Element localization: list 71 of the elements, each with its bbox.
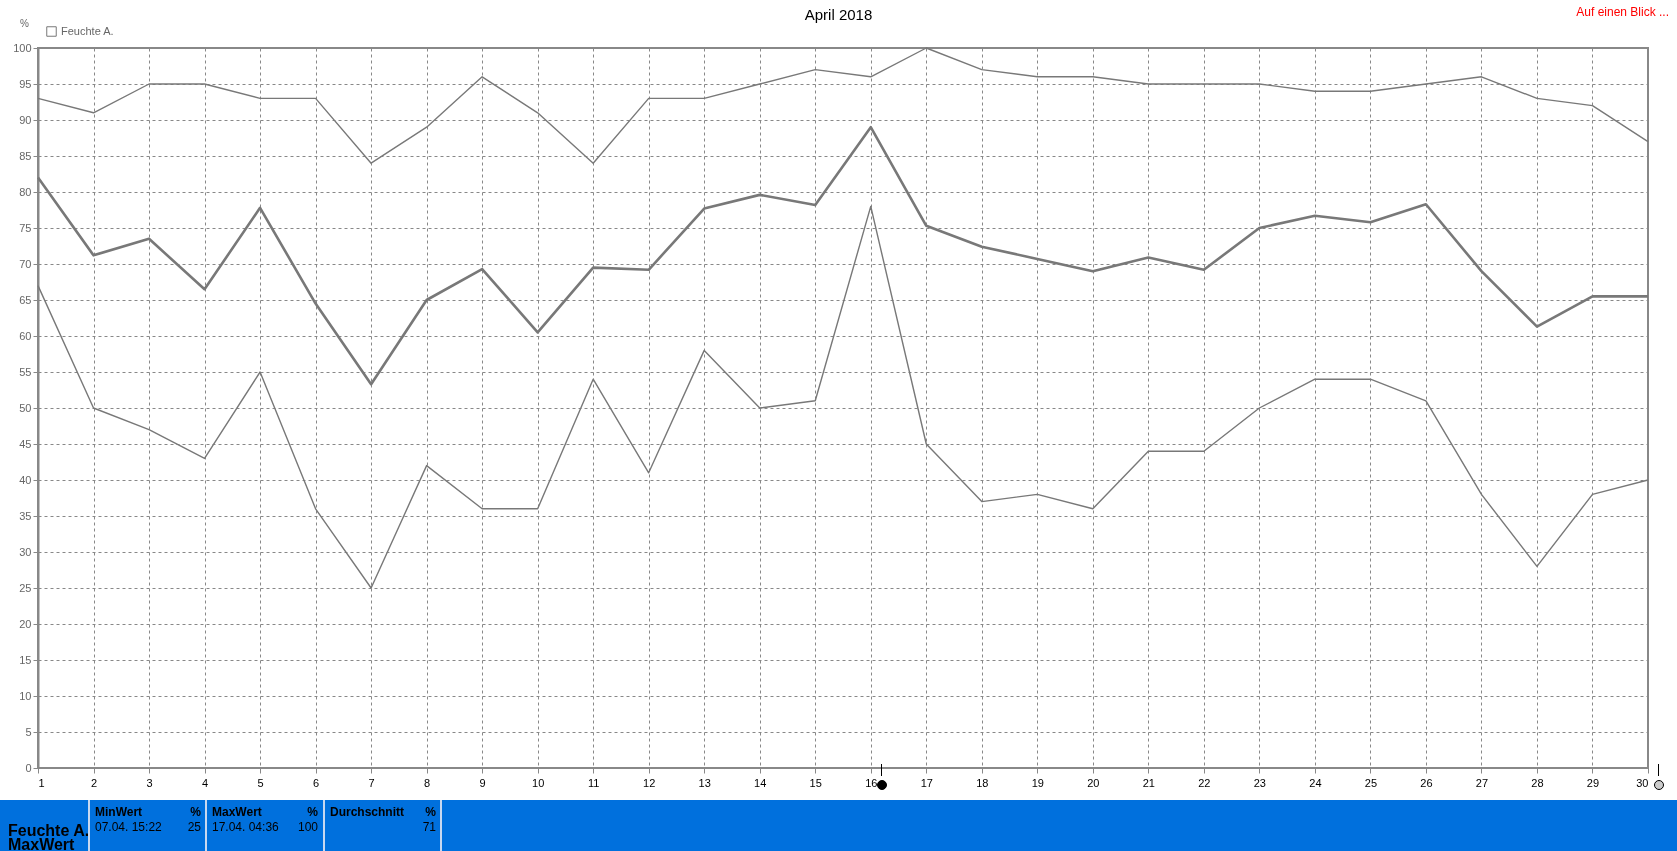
x-tick-label: 7	[368, 776, 375, 789]
y-tick-label: 80	[19, 185, 32, 198]
x-tick-label: 6	[313, 776, 320, 789]
y-tick-label: 85	[19, 149, 32, 162]
y-tick-label: 25	[19, 581, 32, 594]
x-tick-label: 8	[424, 776, 431, 789]
text: 07.04. 15:22	[95, 820, 162, 834]
text: 100	[297, 820, 318, 834]
x-tick-label: 16	[865, 776, 878, 789]
x-tick-label: 28	[1531, 776, 1544, 789]
text: %	[190, 805, 201, 819]
text: 17.04. 04:36	[212, 820, 279, 834]
x-tick-label: 2	[90, 776, 98, 789]
text: MaxWert	[8, 836, 75, 851]
text: Durchschnitt	[330, 805, 405, 819]
y-tick-label: 0	[25, 761, 32, 774]
line-series	[36, 125, 1650, 386]
y-tick-label: 15	[19, 653, 32, 666]
y-tick-label: 30	[19, 545, 32, 558]
x-tick-label: 1	[38, 776, 45, 789]
x-tick-label: 12	[643, 776, 656, 789]
y-tick-label: 70	[19, 257, 32, 270]
x-tick-label: 22	[1198, 776, 1211, 789]
y-tick-label: 65	[19, 293, 32, 306]
y-tick-label: 95	[19, 77, 32, 90]
x-tick-label: 3	[146, 776, 153, 789]
x-tick-label: 24	[1309, 776, 1322, 789]
y-tick-label: 55	[19, 365, 32, 378]
text: %	[425, 805, 436, 819]
chart-title: April 2018	[804, 6, 873, 23]
text: %	[307, 805, 318, 819]
y-tick-label: 100	[13, 41, 32, 54]
x-tick-label: 29	[1586, 776, 1600, 789]
x-tick-label: 9	[479, 776, 486, 789]
x-tick-label: 21	[1142, 776, 1155, 789]
x-tick-label: 13	[698, 776, 711, 789]
y-axis-title: %	[20, 17, 30, 29]
x-tick-label: 11	[587, 776, 600, 789]
y-tick-label: 10	[19, 689, 32, 702]
line-series	[37, 47, 1649, 164]
text: MinWert	[95, 805, 143, 819]
x-tick-label: 23	[1253, 776, 1266, 789]
y-tick-label: 75	[19, 221, 32, 234]
y-tick-label: 60	[19, 329, 32, 342]
x-tick-label: 17	[920, 776, 933, 789]
x-tick-label: 20	[1087, 776, 1100, 789]
text: 25	[187, 820, 201, 834]
y-tick-label: 50	[19, 401, 32, 414]
x-tick-label: 25	[1364, 776, 1378, 789]
x-tick-label: 18	[976, 776, 989, 789]
x-tick-label: 10	[532, 776, 545, 789]
text: MaxWert	[212, 805, 262, 819]
y-tick-label: 40	[19, 473, 32, 486]
legend-label: Feuchte A.	[61, 24, 114, 37]
y-tick-label: 90	[19, 113, 32, 126]
y-tick-label: 45	[19, 437, 32, 450]
x-tick-label: 14	[754, 776, 767, 789]
y-tick-label: 5	[25, 725, 32, 738]
x-tick-label: 30	[1636, 776, 1649, 789]
y-tick-label: 20	[19, 617, 32, 630]
x-tick-label: 27	[1475, 776, 1489, 789]
x-tick-label: 15	[809, 776, 822, 789]
x-tick-label: 26	[1420, 776, 1433, 789]
x-tick-label: 4	[201, 776, 209, 789]
line-series	[37, 205, 1649, 589]
x-tick-label: 5	[257, 776, 264, 789]
y-tick-label: 35	[19, 509, 32, 522]
text: Feuchte A.	[8, 822, 90, 839]
text: Auf einen Blick ...	[1576, 5, 1669, 19]
text: 71	[422, 820, 436, 834]
x-tick-label: 19	[1031, 776, 1044, 789]
